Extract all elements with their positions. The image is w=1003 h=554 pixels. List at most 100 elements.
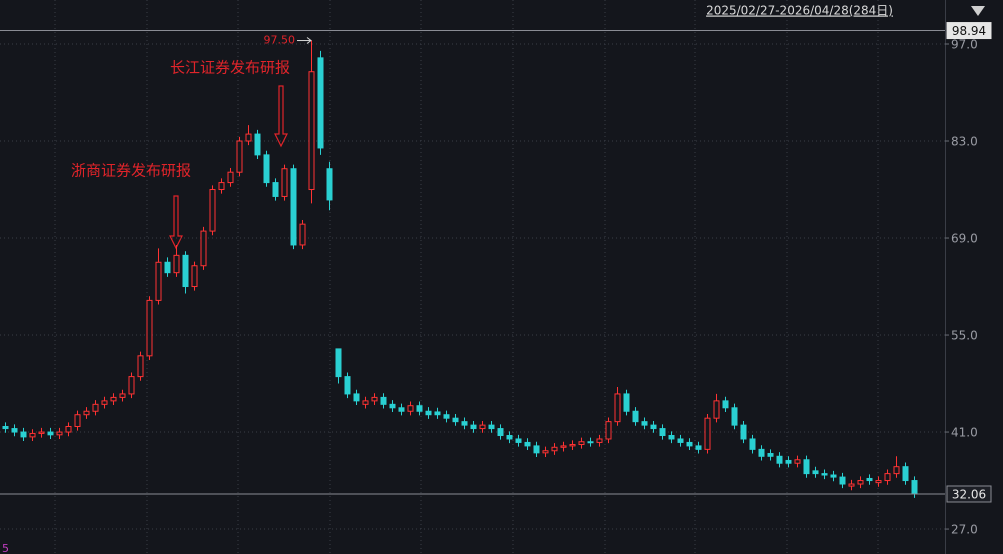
candle-body [443, 414, 450, 419]
date-range[interactable]: 2025/02/27-2026/04/28(284日) [706, 4, 893, 18]
y-tick-label: 69.0 [951, 232, 978, 246]
y-tick-label: 97.0 [951, 38, 978, 52]
candle-body [416, 405, 423, 412]
candle-body [902, 466, 909, 482]
candle-body [668, 435, 675, 440]
candle-body [38, 431, 45, 434]
candle-body [155, 261, 162, 301]
candle-body [254, 133, 261, 156]
candle-body [776, 455, 783, 464]
candle-body [686, 441, 693, 447]
dropdown-arrow[interactable] [971, 6, 985, 16]
candle-body [479, 424, 486, 430]
y-tick-label: 83.0 [951, 135, 978, 149]
candle-body [596, 438, 603, 443]
candle-body [326, 168, 333, 201]
candle-body [335, 348, 342, 378]
candle-body [614, 393, 621, 423]
price-label: 32.06 [952, 487, 986, 501]
candle-body [452, 417, 459, 423]
candle-body [785, 459, 792, 464]
candle-body [632, 410, 639, 423]
candle-body [650, 424, 657, 430]
candle-body [389, 403, 396, 409]
candle-body [830, 474, 837, 478]
candle-body [794, 459, 801, 464]
candle-body [119, 393, 126, 398]
candle-body [434, 411, 441, 416]
candle-body [308, 71, 315, 191]
candle-body [398, 407, 405, 412]
y-tick-label: 55.0 [951, 329, 978, 343]
y-tick-label: 41.0 [951, 426, 978, 440]
candle-body [344, 376, 351, 395]
candle-body [704, 417, 711, 450]
candle-body [488, 424, 495, 430]
candle-body [560, 445, 567, 448]
candle-body [821, 473, 828, 476]
candle-body [470, 424, 477, 430]
candle-body [884, 473, 891, 482]
candle-body [29, 432, 36, 438]
candle-body [200, 230, 207, 267]
annotation: 浙商证券发布研报 [71, 162, 191, 180]
candle-body [848, 483, 855, 487]
candle-body [749, 438, 756, 450]
price-box [946, 485, 992, 503]
annotation: 长江证券发布研报 [170, 59, 290, 77]
candle-body [497, 428, 504, 437]
candle-body [11, 428, 18, 433]
candle-body [812, 470, 819, 475]
price-label: 98.94 [952, 24, 986, 38]
candle-body [866, 477, 873, 482]
candle-body [281, 168, 288, 197]
candle-body [2, 426, 9, 430]
candle-body [263, 154, 270, 184]
candle-body [515, 438, 522, 443]
candle-body [740, 424, 747, 440]
price-box [946, 22, 992, 40]
candle-body [605, 421, 612, 440]
candle-body [659, 428, 666, 437]
candle-body [371, 396, 378, 402]
candle-body [353, 393, 360, 402]
candle-body [731, 407, 738, 426]
candle-body [677, 438, 684, 443]
candle-body [911, 480, 918, 495]
candle-body [227, 171, 234, 184]
candle-body [137, 355, 144, 378]
annotation-arrow [274, 85, 288, 148]
candle-body [164, 261, 171, 274]
max-label: 97.50 [264, 34, 296, 47]
max-marker-head [306, 37, 312, 44]
vertical-grid [54, 0, 879, 554]
candle-body [641, 421, 648, 426]
candle-body [623, 393, 630, 412]
candle-body [461, 421, 468, 426]
candle-body [542, 450, 549, 454]
candle-body [425, 410, 432, 416]
candle-body [587, 441, 594, 444]
candle-body [245, 133, 252, 142]
candle-body [893, 466, 900, 475]
candle-body [803, 459, 810, 475]
candle-body [191, 265, 198, 288]
candle-body [875, 480, 882, 484]
candle-body [317, 57, 324, 149]
candle-body [20, 431, 27, 438]
candle-body [101, 400, 108, 405]
candle-body [506, 435, 513, 440]
candle-body [407, 405, 414, 412]
candle-body [272, 182, 279, 197]
candle-body [362, 400, 369, 405]
candle-body [524, 441, 531, 447]
candle-body [758, 448, 765, 457]
candle-body [182, 254, 189, 288]
annotation-arrow [169, 195, 183, 250]
candle-body [380, 396, 387, 405]
candle-body [695, 445, 702, 450]
candle-body [578, 441, 585, 446]
candle-body [74, 414, 81, 428]
